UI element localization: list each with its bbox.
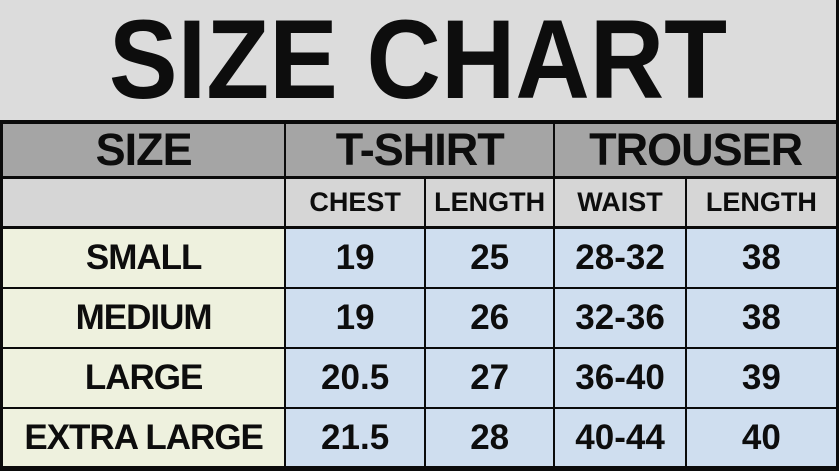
trouser-length-cell: 38 [684, 286, 836, 350]
trouser-waist-cell: 32-36 [553, 286, 687, 350]
page-title: SIZE CHART [0, 0, 836, 120]
tshirt-length-cell: 25 [423, 226, 556, 289]
size-cell: SMALL [0, 226, 287, 289]
column-group-trouser: TROUSER [553, 121, 836, 179]
column-group-tshirt: T-SHIRT [284, 121, 556, 179]
tshirt-length-cell: 28 [423, 407, 556, 470]
sub-header-row: CHEST LENGTH WAIST LENGTH [0, 176, 836, 229]
trouser-length-cell: 39 [684, 346, 836, 410]
tshirt-length-cell: 26 [423, 286, 556, 350]
subheader-tshirt-chest: CHEST [284, 176, 426, 229]
trouser-waist-cell: 36-40 [553, 346, 687, 410]
table-row-medium: MEDIUM 19 26 32-36 38 [0, 286, 836, 350]
trouser-length-cell: 40 [684, 407, 836, 470]
table-row-small: SMALL 19 25 28-32 38 [0, 226, 836, 289]
size-cell: EXTRA LARGE [0, 407, 287, 470]
subheader-trouser-waist: WAIST [553, 176, 687, 229]
size-cell: LARGE [0, 346, 287, 410]
page-title-text: SIZE CHART [108, 0, 728, 120]
column-group-size: SIZE [0, 121, 287, 179]
trouser-waist-cell: 40-44 [553, 407, 687, 470]
subheader-trouser-length: LENGTH [684, 176, 836, 229]
tshirt-chest-cell: 21.5 [284, 407, 426, 470]
tshirt-chest-cell: 20.5 [284, 346, 426, 410]
size-table: SIZE T-SHIRT TROUSER CHEST LENGTH WAIST … [0, 120, 836, 471]
table-row-extra-large: EXTRA LARGE 21.5 28 40-44 40 [0, 407, 836, 470]
tshirt-length-cell: 27 [423, 346, 556, 410]
size-cell: MEDIUM [0, 286, 287, 350]
tshirt-chest-cell: 19 [284, 226, 426, 289]
trouser-length-cell: 38 [684, 226, 836, 289]
subheader-tshirt-length: LENGTH [423, 176, 556, 229]
tshirt-chest-cell: 19 [284, 286, 426, 350]
table-row-large: LARGE 20.5 27 36-40 39 [0, 346, 836, 410]
group-header-row: SIZE T-SHIRT TROUSER [0, 121, 836, 179]
subheader-empty [0, 176, 287, 229]
trouser-waist-cell: 28-32 [553, 226, 687, 289]
